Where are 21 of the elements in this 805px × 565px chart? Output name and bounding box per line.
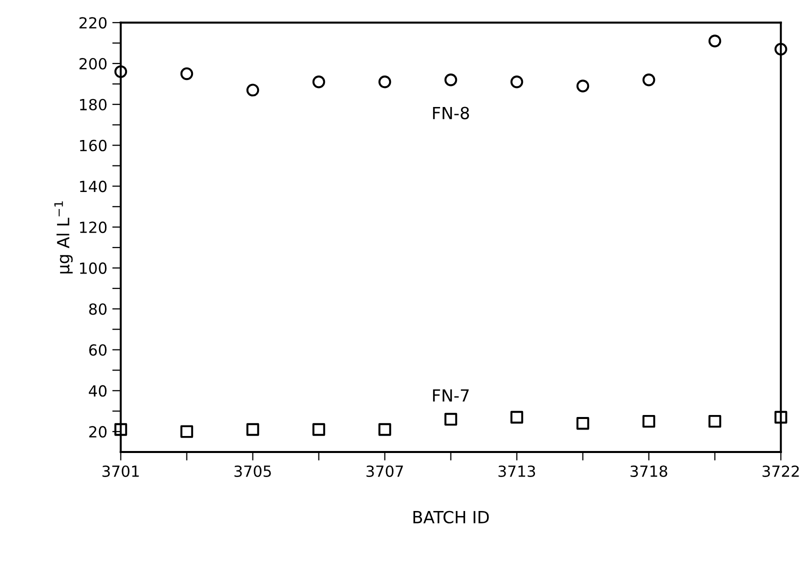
y-tick-label: 220 — [80, 17, 107, 29]
x-tick-label: 3722 — [762, 465, 799, 478]
y-tick-label: 80 — [89, 303, 107, 315]
y-tick-label: 60 — [89, 344, 107, 356]
y-tick-label: 120 — [80, 222, 107, 234]
y-tick-label: 140 — [80, 180, 107, 192]
series-label: FN-7 — [433, 389, 469, 402]
x-tick-label: 3701 — [102, 465, 139, 478]
x-axis-title: BATCH ID — [413, 510, 489, 524]
y-tick-label: 20 — [89, 426, 107, 438]
y-tick-label: 100 — [80, 262, 107, 274]
series-label: FN-8 — [433, 106, 469, 120]
x-tick-label: 3713 — [498, 465, 536, 478]
x-tick-label: 3707 — [366, 465, 403, 478]
x-tick-label: 3718 — [630, 465, 668, 478]
y-tick-label: 40 — [88, 385, 107, 397]
y-tick-label: 160 — [80, 140, 107, 152]
y-tick-label: 180 — [80, 98, 107, 110]
y-axis-title: μg Al L$^{−1}$ — [54, 201, 73, 274]
x-tick-label: 3705 — [234, 465, 271, 478]
y-tick-label: 200 — [80, 58, 107, 70]
